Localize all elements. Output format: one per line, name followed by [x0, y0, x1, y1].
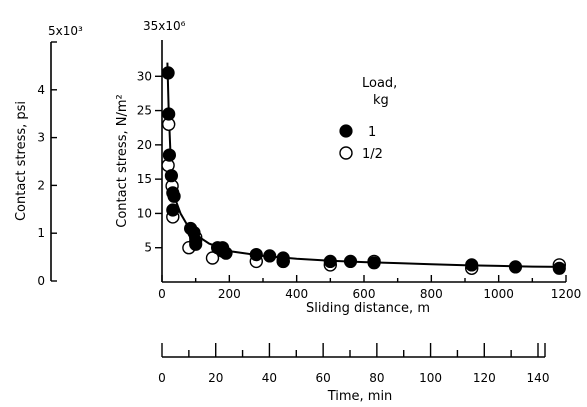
distance-tick-label: 600	[353, 287, 376, 301]
time-tick-label: 60	[316, 371, 331, 385]
data-point-1kg	[508, 260, 523, 274]
time-tick-label: 20	[208, 371, 223, 385]
stress-tick-label: 15	[137, 172, 152, 186]
data-point-half-kg	[205, 251, 220, 265]
legend-open-marker	[339, 146, 353, 160]
data-point-1kg	[367, 256, 381, 270]
distance-tick-label: 400	[285, 287, 308, 301]
time-axis: 0 20 40 60 80 100 120 140	[158, 343, 549, 385]
data-point-1kg	[161, 66, 175, 80]
data-point-1kg	[276, 254, 290, 268]
psi-axis: 0 1 2 3 4 5x10³	[37, 24, 83, 288]
data-point-1kg	[323, 254, 337, 268]
psi-axis-title: Contact stress, psi	[14, 101, 29, 221]
psi-tick-label: 4	[37, 83, 45, 97]
data-point-1kg	[162, 148, 176, 162]
legend-title-line1: Load,	[362, 76, 397, 91]
legend-entry-2: 1/2	[362, 147, 383, 162]
psi-tick-label: 0	[37, 274, 45, 288]
time-tick-label: 120	[473, 371, 496, 385]
time-tick-label: 140	[527, 371, 550, 385]
data-point-1kg	[166, 203, 180, 217]
series-one-kg-points	[161, 66, 566, 275]
distance-tick-label: 1000	[483, 287, 514, 301]
stress-tick-label: 10	[137, 206, 152, 220]
stress-tick-label: 30	[137, 69, 152, 83]
stress-tick-label: 20	[137, 138, 152, 152]
time-tick-label: 100	[419, 371, 442, 385]
legend-title-line2: kg	[373, 93, 389, 108]
legend-entry-1: 1	[368, 125, 376, 140]
data-point-1kg	[343, 254, 358, 268]
distance-axis-title: Sliding distance, m	[306, 301, 430, 316]
psi-tick-label: 2	[37, 178, 45, 192]
stress-exponent-label: 35x10⁶	[143, 19, 186, 33]
legend: Load, kg 1 1/2	[339, 76, 397, 162]
stress-axis: 5 10 15 20 25 30 35x10⁶	[137, 19, 186, 282]
psi-tick-label: 1	[37, 226, 45, 240]
fit-curve	[166, 62, 563, 268]
psi-tick-label: 3	[37, 131, 45, 145]
stress-tick-label: 25	[137, 104, 152, 118]
distance-tick-label: 200	[218, 287, 241, 301]
data-point-1kg	[552, 261, 566, 275]
psi-exponent-label: 5x10³	[48, 24, 83, 38]
data-point-1kg	[164, 169, 178, 183]
stress-axis-title: Contact stress, N/m²	[115, 94, 130, 227]
data-point-1kg	[219, 246, 233, 260]
distance-tick-label: 1200	[551, 287, 582, 301]
data-point-1kg	[465, 258, 479, 272]
distance-tick-label: 0	[158, 287, 166, 301]
stress-tick-label: 5	[144, 241, 152, 255]
data-point-1kg	[189, 237, 203, 251]
distance-tick-label: 800	[420, 287, 443, 301]
data-point-1kg	[167, 189, 181, 203]
legend-filled-marker	[339, 124, 353, 138]
time-tick-label: 40	[262, 371, 277, 385]
data-point-1kg	[263, 249, 277, 263]
data-point-1kg	[162, 107, 176, 121]
data-point-1kg	[249, 248, 263, 262]
time-axis-title: Time, min	[327, 389, 393, 404]
time-tick-label: 80	[369, 371, 384, 385]
distance-axis: 0 200 400 600 800 1000 1200	[158, 275, 581, 301]
time-tick-label: 0	[158, 371, 166, 385]
